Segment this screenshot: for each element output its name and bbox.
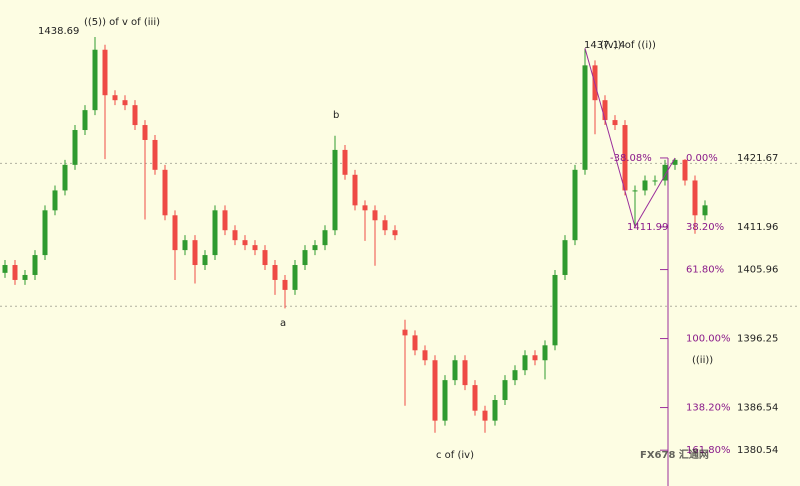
candle-body	[162, 169, 168, 216]
candle-body	[532, 355, 538, 361]
candle-body	[652, 180, 658, 182]
fib-price: 1380.54	[737, 445, 778, 456]
candle-body	[302, 250, 308, 266]
candle-body	[682, 159, 688, 181]
candle-body	[642, 180, 648, 191]
annotation: c of (iv)	[436, 450, 474, 461]
candle-body	[172, 215, 178, 251]
candle-body	[692, 180, 698, 216]
candle-body	[292, 265, 298, 290]
candle-body	[412, 335, 418, 351]
candle-body	[432, 360, 438, 421]
watermark: FX678 汇通网	[640, 448, 709, 461]
fib-pct: 0.00%	[686, 153, 718, 164]
candle-body	[662, 164, 668, 181]
candle-body	[32, 255, 38, 275]
candle-body	[552, 274, 558, 346]
fib-trend	[584, 48, 676, 229]
candle-body	[582, 65, 588, 170]
candle-body	[362, 205, 368, 211]
candle-body	[112, 95, 118, 101]
candle-body	[602, 100, 608, 121]
fib-price: 1421.67	[737, 153, 778, 164]
candle-body	[442, 380, 448, 421]
candle-body	[192, 240, 198, 266]
candle-body	[332, 149, 338, 231]
candle-body	[632, 190, 638, 192]
candle-body	[352, 174, 358, 206]
candle-body	[42, 210, 48, 256]
candle-body	[2, 265, 8, 273]
candle-body	[212, 210, 218, 256]
fib-pct: 38.20%	[686, 222, 724, 233]
fib-pct: 61.80%	[686, 265, 724, 276]
annotation: ((v)) of ((i))	[600, 40, 656, 51]
candle-body	[612, 120, 618, 126]
candle-body	[522, 355, 528, 371]
candle-body	[282, 279, 288, 290]
fib-price: 1405.96	[737, 265, 778, 276]
fib-price: 1386.54	[737, 403, 778, 414]
candle-body	[452, 360, 458, 381]
candle-body	[92, 49, 98, 111]
candle-body	[12, 265, 18, 280]
candle-body	[22, 274, 28, 280]
candle-body	[492, 400, 498, 421]
fib-price: 1411.96	[737, 222, 778, 233]
candle-body	[132, 105, 138, 126]
candle-body	[322, 230, 328, 246]
annotation: ((ii))	[692, 355, 713, 366]
fib-pct: 100.00%	[686, 334, 731, 345]
candle-body	[622, 125, 628, 191]
annotation: 1411.99	[627, 222, 668, 233]
candle-body	[472, 385, 478, 411]
candle-body	[122, 100, 128, 106]
candle-body	[242, 240, 248, 246]
annotation: -38.08%	[610, 153, 652, 164]
candle-body	[252, 245, 258, 251]
candle-body	[542, 345, 548, 361]
candle-body	[202, 255, 208, 266]
annotation: 1438.69	[38, 26, 79, 37]
fib-pct: 161.80%	[686, 445, 731, 456]
candle-body	[62, 164, 68, 191]
candle-body	[262, 250, 268, 266]
annotation: a	[280, 318, 286, 329]
candle-body	[402, 329, 408, 336]
candle-body	[72, 130, 78, 165]
candle-body	[562, 240, 568, 275]
candle-body	[102, 49, 108, 96]
candle-body	[462, 360, 468, 386]
fib-pct: 138.20%	[686, 403, 731, 414]
candle-body	[182, 240, 188, 251]
candle-body	[382, 220, 388, 231]
candle-body	[312, 245, 318, 251]
candle-body	[502, 380, 508, 401]
candle-body	[222, 210, 228, 231]
candle-body	[52, 190, 58, 211]
candle-body	[392, 230, 398, 236]
candle-body	[232, 230, 238, 241]
annotation: b	[333, 110, 339, 121]
annotation: 1437.14	[584, 40, 625, 51]
candle-body	[672, 159, 678, 165]
candle-body	[372, 210, 378, 221]
candle-body	[82, 110, 88, 131]
candle-body	[142, 125, 148, 140]
candle-body	[272, 265, 278, 280]
candle-body	[572, 169, 578, 241]
candle-body	[342, 149, 348, 175]
candle-body	[512, 370, 518, 381]
candle-body	[482, 410, 488, 421]
fib-price: 1396.25	[737, 334, 778, 345]
candle-body	[152, 139, 158, 170]
candle-body	[702, 205, 708, 216]
candle-body	[422, 350, 428, 361]
annotation: ((5)) of v of (iii)	[84, 17, 160, 28]
